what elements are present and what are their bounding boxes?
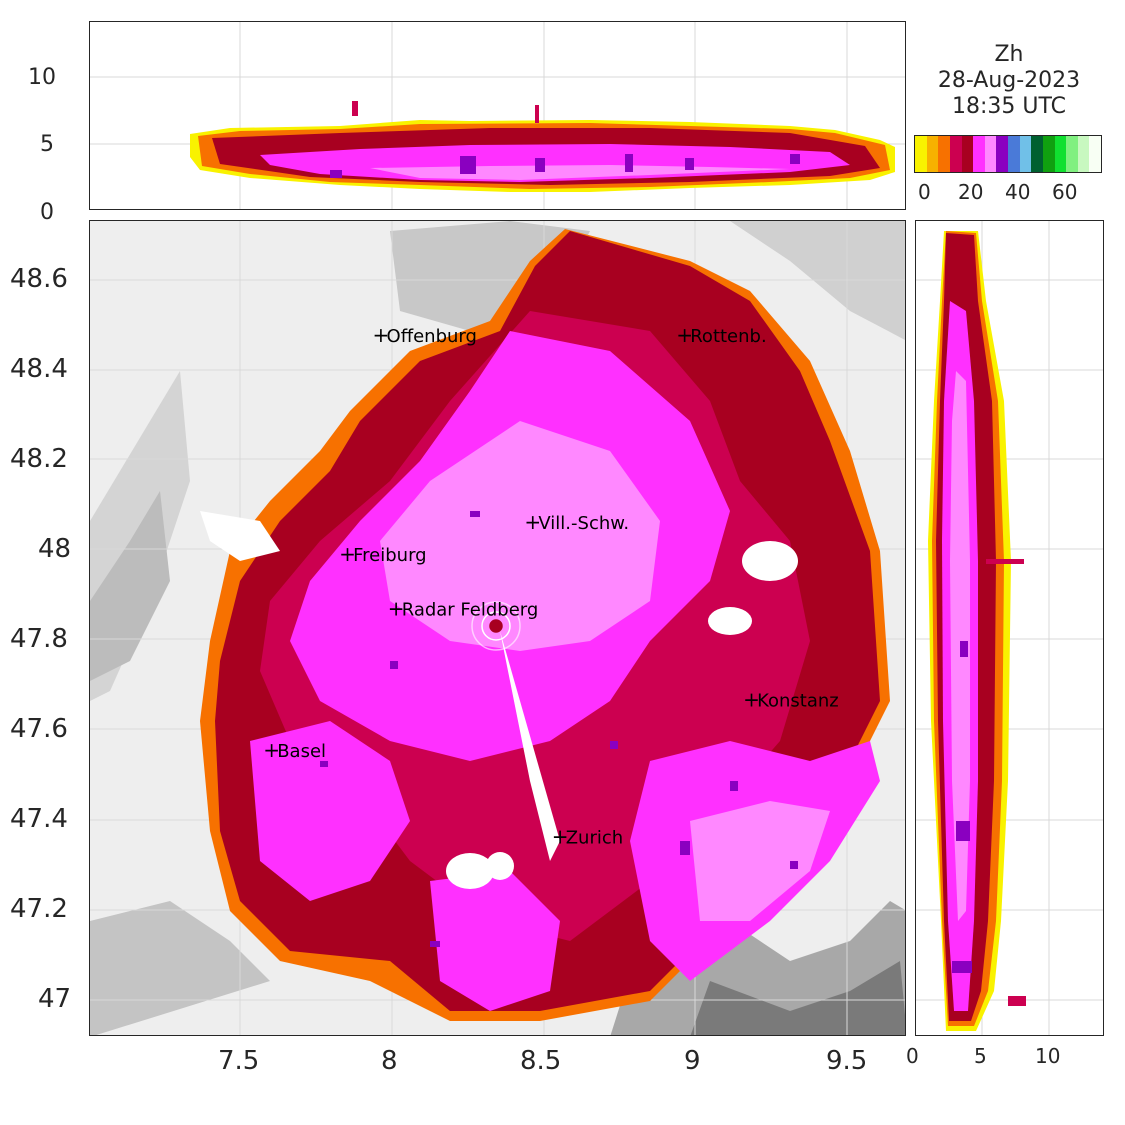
map-y-tick-label: 47.6 (10, 714, 68, 744)
map-y-tick-label: 48 (38, 534, 72, 564)
city-marker: + (263, 738, 280, 762)
map-y-tick-label: 47.4 (10, 804, 68, 834)
city-marker: + (339, 542, 356, 566)
map-y-tick-label: 48.2 (10, 444, 68, 474)
radar-location (471, 601, 521, 651)
top-y-tick-label: 0 (40, 200, 54, 225)
colorbar-swatch (1008, 136, 1020, 172)
colorbar-title-variable: Zh (994, 42, 1024, 67)
colorbar-swatch (1077, 136, 1090, 172)
colorbar-swatch (915, 136, 927, 172)
city-label: Vill.-Schw. (538, 513, 629, 534)
city-label: Zurich (566, 827, 623, 848)
colorbar-swatch (938, 136, 950, 172)
colorbar-swatch (961, 136, 974, 172)
map-panel: + Offenburg + Rottenb. + Vill.-Schw. + Freiburg… (89, 220, 906, 1036)
map-x-tick-label: 7.5 (218, 1046, 260, 1076)
colorbar-title: Zh 28-Aug-2023 18:35 UTC (915, 42, 1103, 120)
side-x-tick-label: 5 (974, 1044, 987, 1068)
colorbar-swatch (926, 136, 939, 172)
side-cross-section-panel (915, 220, 1104, 1036)
colorbar-tick-label: 20 (958, 180, 984, 204)
colorbar-swatch (1042, 136, 1055, 172)
city-marker: + (524, 510, 541, 534)
colorbar-swatch (1019, 136, 1032, 172)
top-cross-section-panel (89, 21, 906, 210)
colorbar-tick-label: 0 (918, 180, 931, 204)
city-marker: + (373, 323, 390, 347)
top-y-tick-label: 10 (28, 65, 56, 90)
top-cross-section-plot (90, 22, 905, 209)
city-label: Radar Feldberg (402, 599, 539, 620)
map-x-tick-label: 8 (381, 1046, 398, 1076)
city-label: Konstanz (757, 691, 839, 712)
colorbar-title-date: 28-Aug-2023 (937, 68, 1081, 93)
colorbar-tick-label: 60 (1052, 180, 1078, 204)
city-marker: + (552, 824, 569, 848)
side-cross-section-plot (916, 221, 1103, 1035)
city-label: Basel (277, 741, 326, 762)
colorbar-swatch (1031, 136, 1043, 172)
top-y-tick-label: 5 (40, 132, 54, 157)
city-layer: +Offenburg +Rottenb.+Vill.-Schw.+Freiburg… (263, 323, 839, 848)
colorbar-swatch (996, 136, 1008, 172)
map-y-tick-label: 47.2 (10, 894, 68, 924)
colorbar-swatch (1089, 136, 1101, 172)
colorbar-tick-label: 40 (1005, 180, 1031, 204)
map-y-tick-label: 48.6 (10, 264, 68, 294)
city-label: Freiburg (353, 545, 426, 566)
map-y-tick-label: 47 (38, 984, 72, 1014)
colorbar-swatch (984, 136, 997, 172)
map-x-tick-label: 9.5 (826, 1046, 868, 1076)
city-marker: + (388, 596, 405, 620)
colorbar-title-time: 18:35 UTC (951, 94, 1066, 119)
map-y-tick-label: 48.4 (10, 354, 68, 384)
city-marker: + (743, 688, 760, 712)
city-label: Offenburg (387, 326, 477, 347)
map-y-tick-label: 47.8 (10, 624, 68, 654)
colorbar (914, 135, 1102, 173)
city-marker: + (676, 323, 693, 347)
side-x-tick-label: 0 (906, 1044, 919, 1068)
reflectivity-field (200, 229, 890, 1021)
map-x-tick-label: 9 (684, 1046, 701, 1076)
colorbar-swatch (1066, 136, 1078, 172)
side-x-tick-label: 10 (1035, 1044, 1061, 1068)
map-x-tick-label: 8.5 (520, 1046, 562, 1076)
radar-map: +Offenburg +Rottenb.+Vill.-Schw.+Freiburg… (90, 221, 905, 1035)
radar-beam-blockage (500, 631, 560, 861)
colorbar-swatch (949, 136, 962, 172)
city-label: Rottenb. (690, 326, 766, 347)
colorbar-swatch (973, 136, 985, 172)
colorbar-swatch (1054, 136, 1067, 172)
